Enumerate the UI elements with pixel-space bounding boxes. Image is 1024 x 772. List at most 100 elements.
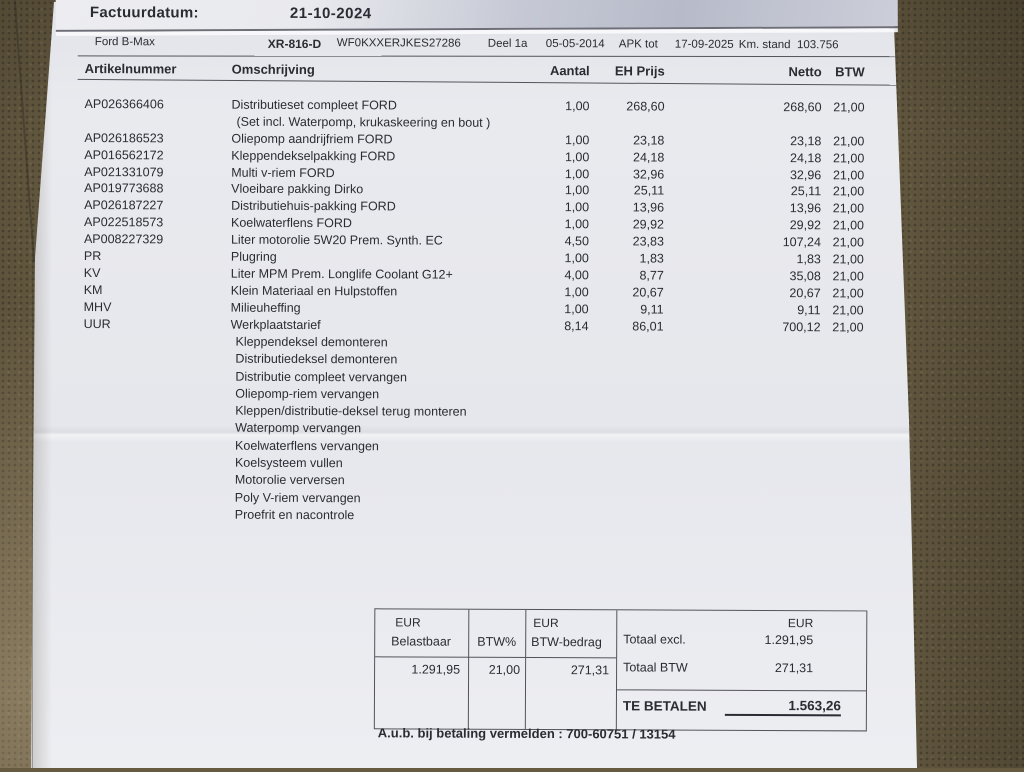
vat-table-amount-label: BTW-bedrag (531, 634, 602, 650)
cell-qty: 1,00 (564, 200, 590, 215)
vehicle-model: Ford B-Max (94, 36, 155, 49)
vehicle-km-stand: Km. stand 103.756 (739, 39, 839, 51)
paper-left-edge-shadow (31, 255, 34, 768)
cell-unit-price: 23,83 (632, 234, 664, 249)
cell-description: Klein Materiaal en Hulpstoffen (230, 283, 398, 299)
cell-article: UUR (83, 316, 111, 331)
invoice-date-value: 21-10-2024 (289, 4, 372, 23)
vehicle-km-value: 103.756 (796, 39, 839, 52)
cell-unit-price: 20,67 (632, 285, 664, 300)
vat-table-currency-2: EUR (533, 615, 559, 631)
vehicle-vin: WF0KXXERJKES27286 (336, 37, 461, 50)
cell-qty: 1,00 (564, 166, 590, 181)
cell-description-continuation: (Set incl. Waterpomp, krukaskeering en b… (236, 114, 491, 130)
summary-to-pay-value: 1.563,26 (724, 697, 841, 717)
vat-table-pct-value: 21,00 (488, 662, 521, 677)
cell-vat: 21,00 (832, 302, 864, 318)
cell-article: AP026366406 (84, 97, 164, 112)
cell-vat: 21,00 (833, 134, 865, 149)
cell-description: Werkplaatstarief (230, 317, 321, 332)
cell-unit-price: 86,01 (632, 318, 664, 334)
cell-vat: 21,00 (832, 252, 864, 267)
cell-article: AP026186523 (84, 130, 164, 146)
payment-reference-note: A.u.b. bij betaling vermelden : 700-6075… (377, 725, 676, 742)
cell-article: AP016562172 (84, 147, 164, 163)
cell-unit-price: 24,18 (633, 150, 665, 165)
cell-description: Distributiehuis-pakking FORD (231, 199, 396, 214)
invoice-rows: AP026366406 Distributieset compleet FORD 1… (0, 97, 1024, 338)
vat-table-taxable-value: 1.291,95 (411, 662, 461, 677)
column-header-artikelnummer: Artikelnummer (84, 61, 177, 77)
summary-total-excl-value: 1.291,95 (764, 632, 814, 648)
cell-qty: 1,00 (564, 301, 589, 316)
summary-total-vat-value: 271,31 (774, 661, 814, 676)
cell-description: Milieuheffing (230, 300, 301, 315)
cell-article: PR (83, 249, 102, 264)
totals-divider (524, 609, 527, 729)
cell-qty: 1,00 (565, 132, 590, 148)
cell-unit-price: 25,11 (633, 183, 665, 199)
totals-box: EUR Belastbaar BTW% EUR BTW-bedrag 1.291… (373, 608, 868, 732)
cell-qty: 4,00 (564, 268, 589, 283)
rule-below-table-header (77, 78, 898, 87)
cell-unit-price: 9,11 (640, 302, 664, 317)
work-item: Proefrit en nacontrole (234, 507, 355, 523)
totals-header-underline (375, 656, 617, 659)
cell-vat: 21,00 (832, 319, 864, 335)
work-items: Kleppendeksel demonteren Distributiedekse… (0, 334, 1023, 529)
rule-above-table-header (77, 55, 898, 58)
cell-vat: 21,00 (832, 286, 864, 301)
cell-vat: 21,00 (832, 269, 864, 284)
cell-description: Kleppendekselpakking FORD (231, 148, 396, 164)
cell-qty: 1,00 (564, 149, 590, 164)
summary-currency-label: EUR (787, 616, 814, 631)
vehicle-apk-date: 17-09-2025 (674, 38, 734, 51)
summary-total-excl-label: Totaal excl. (623, 632, 686, 647)
cell-article: AP022518573 (83, 215, 164, 230)
cell-qty: 4,50 (564, 234, 589, 249)
summary-total-vat-label: Totaal BTW (623, 660, 688, 675)
cell-article: AP026187227 (84, 198, 164, 213)
cell-article: KV (83, 265, 101, 280)
column-header-btw: BTW (835, 64, 865, 80)
cell-qty: 1,00 (564, 217, 590, 232)
totals-divider (615, 610, 618, 730)
column-header-omschrijving: Omschrijving (231, 61, 315, 78)
totals-pay-divider (615, 689, 866, 692)
cell-vat: 21,00 (832, 184, 865, 199)
vat-table-amount-value: 271,31 (570, 663, 610, 678)
cell-vat: 21,00 (832, 167, 865, 182)
cell-unit-price: 8,77 (639, 268, 664, 283)
cell-unit-price: 268,60 (626, 99, 665, 114)
cell-qty: 1,00 (564, 251, 589, 266)
cell-article: KM (83, 282, 103, 297)
vehicle-km-label: Km. stand (738, 38, 791, 52)
cell-description: Oliepomp aandrijfriem FORD (231, 131, 393, 147)
cell-description: Distributieset compleet FORD (231, 97, 397, 113)
cell-qty: 1,00 (564, 284, 589, 300)
cell-article: AP019773688 (84, 181, 164, 196)
cell-article: AP008227329 (83, 232, 164, 247)
cell-unit-price: 29,92 (632, 217, 665, 232)
cell-unit-price: 23,18 (633, 133, 665, 148)
cell-unit-price: 1,83 (639, 251, 664, 266)
vehicle-license-plate: XR-816-D (267, 36, 322, 52)
column-header-aantal: Aantal (549, 63, 590, 79)
vat-table-pct-label: BTW% (477, 634, 517, 649)
vehicle-part: Deel 1a (487, 37, 528, 50)
column-header-eh-prijs: EH Prijs (614, 63, 665, 79)
cell-description: Liter MPM Prem. Longlife Coolant G12+ (230, 266, 453, 282)
invoice-date-label: Factuurdatum: (89, 4, 199, 22)
cell-description: Vloeibare pakking Dirko (231, 182, 364, 197)
vehicle-first-registration: 05-05-2014 (545, 38, 605, 51)
cell-unit-price: 13,96 (632, 200, 665, 215)
totals-divider (467, 609, 470, 729)
cell-vat: 21,00 (832, 201, 865, 216)
cell-vat: 21,00 (832, 218, 865, 233)
cell-article: MHV (83, 299, 112, 314)
cell-qty: 8,14 (564, 318, 589, 333)
cell-description: Multi v-riem FORD (231, 165, 335, 180)
vehicle-apk-label: APK tot (618, 38, 658, 51)
summary-to-pay-label: TE BETALEN (622, 698, 707, 714)
